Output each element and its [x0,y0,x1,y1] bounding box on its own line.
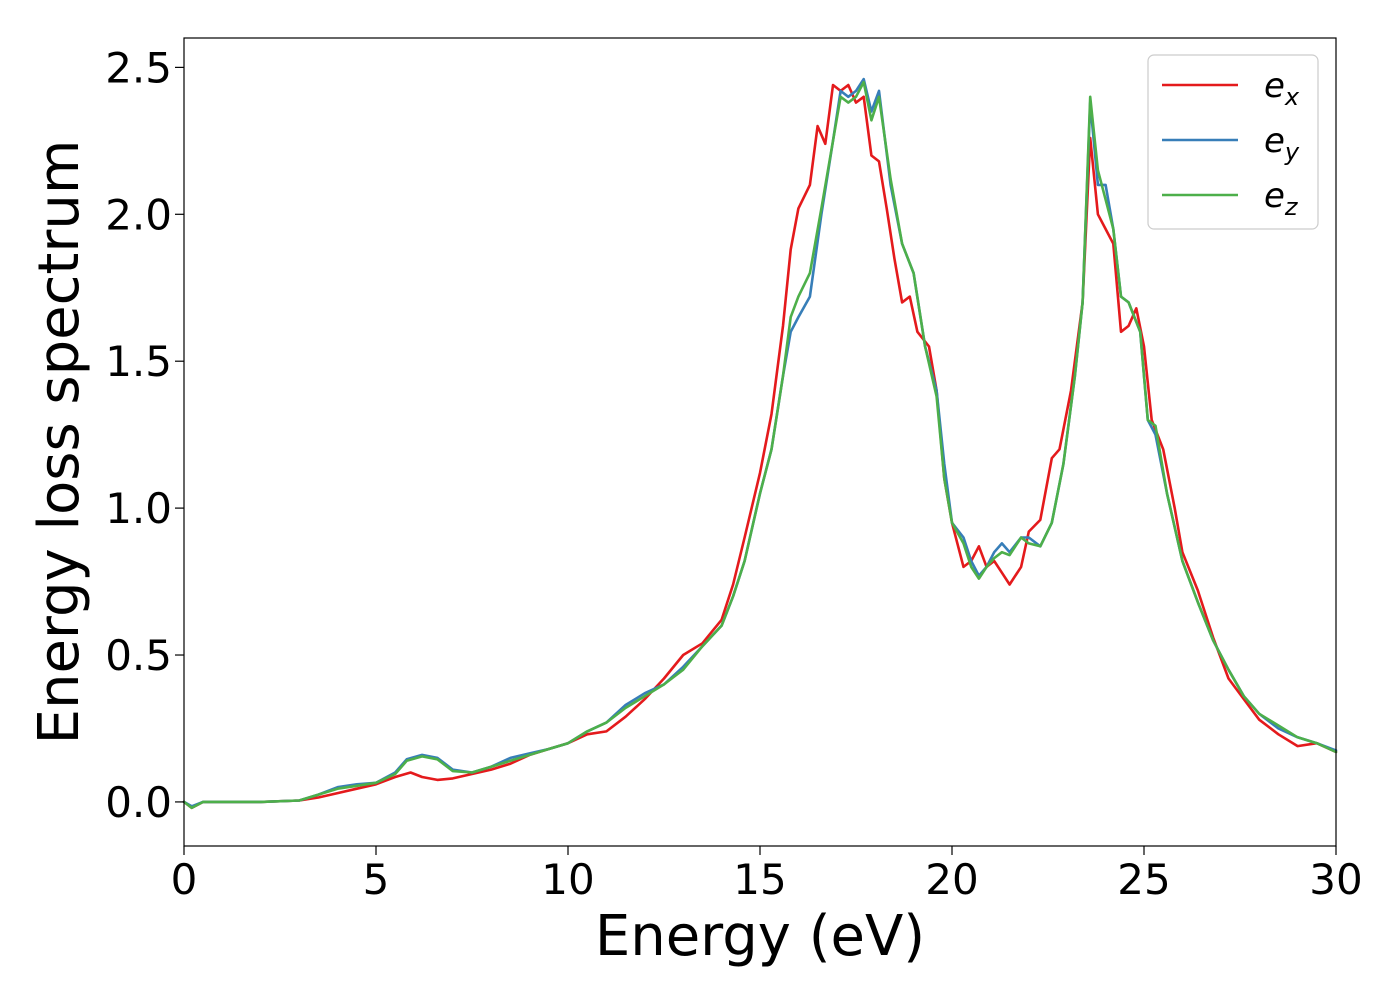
x-tick-label: 15 [733,855,786,904]
legend: ex ey ez [1147,54,1319,230]
x-tick-label: 20 [925,855,978,904]
series-line-z [182,80,1338,810]
legend-label-y: ey [1264,121,1300,166]
legend-box [1147,54,1319,230]
x-tick-label: 5 [363,855,390,904]
series-layer [182,77,1338,810]
y-tick-label: 1.5 [105,337,172,386]
x-axis-label: Energy (eV) [595,904,925,969]
x-axis: 0 5 10 15 20 25 30 [171,846,1363,904]
y-axis-label: Energy loss spectrum [27,140,92,745]
y-tick-label: 1.0 [105,484,172,533]
x-tick-label: 25 [1117,855,1170,904]
y-tick-label: 0.0 [105,778,172,827]
x-tick-label: 10 [541,855,594,904]
y-tick-label: 2.0 [105,190,172,239]
series-line-x [182,83,1338,810]
x-tick-label: 0 [171,855,198,904]
legend-label-z: ez [1264,176,1299,221]
y-tick-label: 0.5 [105,631,172,680]
legend-label-x: ex [1264,66,1300,111]
y-tick-label: 2.5 [105,43,172,92]
x-tick-label: 30 [1309,855,1362,904]
y-axis: 0.0 0.5 1.0 1.5 2.0 2.5 [105,43,184,827]
